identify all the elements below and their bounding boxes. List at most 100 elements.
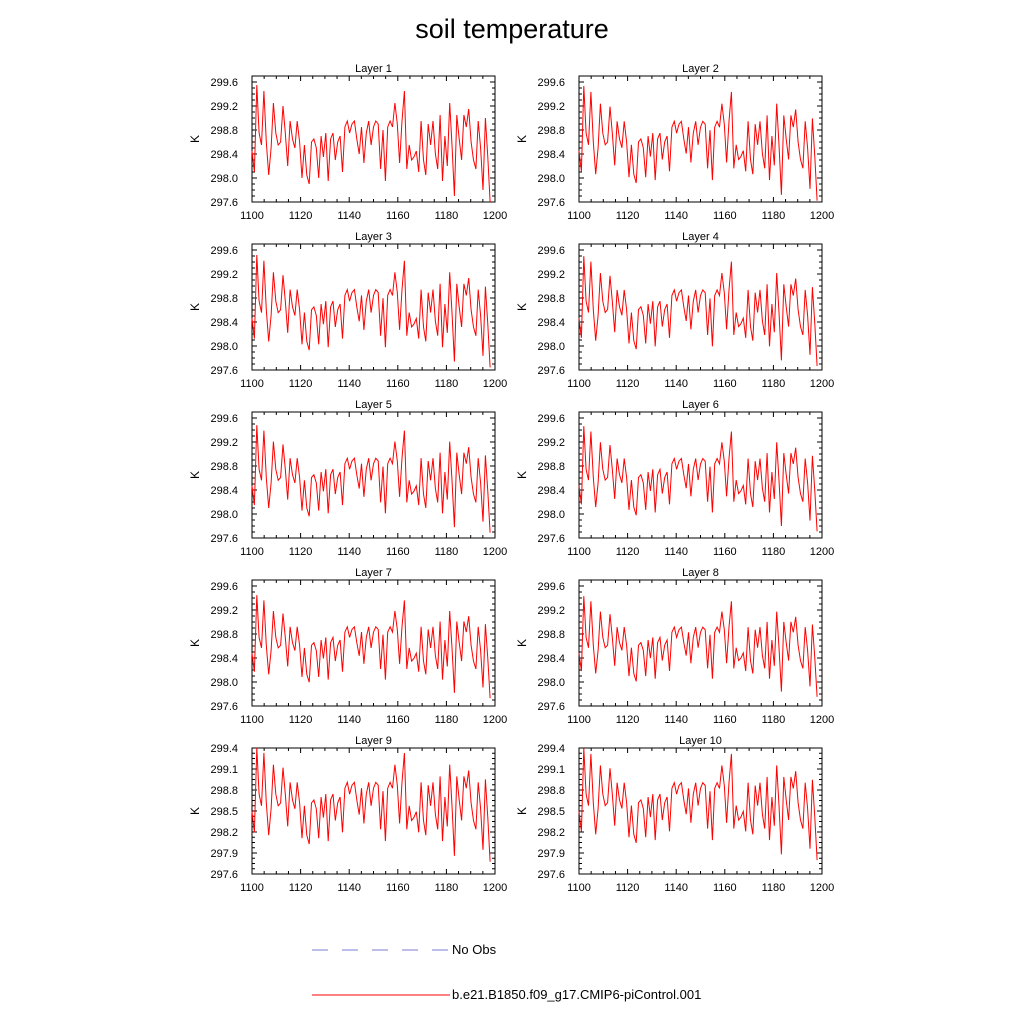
y-axis-label: K (515, 303, 529, 311)
y-tick-label: 298.0 (537, 341, 565, 353)
x-tick-label: 1100 (240, 714, 264, 726)
x-tick-label: 1140 (664, 210, 688, 222)
series-line (578, 256, 818, 367)
series-line (251, 254, 491, 368)
series-line (251, 84, 491, 203)
y-tick-label: 299.2 (210, 269, 238, 281)
x-tick-label: 1200 (810, 882, 834, 894)
panel-6: Layer 6 K 1100 1120 1140 1160 1180 1200 297.6 298… (515, 399, 834, 558)
x-tick-label: 1200 (483, 714, 507, 726)
figure-title: soil temperature (415, 14, 609, 44)
y-tick-label: 297.6 (210, 197, 238, 209)
y-tick-label: 298.0 (210, 509, 238, 521)
x-tick-label: 1160 (386, 882, 410, 894)
panel-2: Layer 2 K 1100 1120 1140 1160 1180 1200 297.6 298… (515, 63, 834, 222)
legend-label: No Obs (452, 942, 497, 957)
y-tick-label: 298.4 (537, 317, 565, 329)
x-tick-label: 1160 (386, 714, 410, 726)
x-tick-label: 1180 (762, 546, 786, 558)
x-tick-label: 1160 (713, 378, 737, 390)
y-tick-label: 297.6 (537, 701, 565, 713)
x-tick-label: 1140 (337, 210, 361, 222)
y-tick-label: 299.6 (537, 245, 565, 257)
plot-frame (578, 75, 823, 203)
y-tick-label: 299.2 (210, 101, 238, 113)
x-tick-label: 1100 (567, 882, 591, 894)
panel-3: Layer 3 K 1100 1120 1140 1160 1180 1200 297.6 298… (188, 231, 507, 390)
x-tick-label: 1200 (810, 714, 834, 726)
y-tick-label: 299.4 (210, 743, 238, 755)
x-tick-label: 1140 (664, 714, 688, 726)
y-tick-label: 299.1 (210, 764, 238, 776)
panel-8: Layer 8 K 1100 1120 1140 1160 1180 1200 297.6 298… (515, 567, 834, 726)
panel-title: Layer 2 (682, 63, 719, 75)
x-tick-label: 1180 (435, 546, 459, 558)
y-tick-label: 299.2 (537, 101, 565, 113)
x-tick-label: 1140 (664, 378, 688, 390)
y-tick-label: 298.4 (210, 485, 238, 497)
y-tick-label: 299.2 (210, 605, 238, 617)
x-tick-label: 1160 (386, 210, 410, 222)
y-axis-label: K (188, 639, 202, 647)
panel-4: Layer 4 K 1100 1120 1140 1160 1180 1200 297.6 298… (515, 231, 834, 390)
panel-title: Layer 1 (355, 63, 392, 75)
x-tick-label: 1160 (386, 546, 410, 558)
y-tick-label: 297.6 (210, 701, 238, 713)
y-axis-label: K (188, 303, 202, 311)
plot-frame (251, 243, 496, 371)
y-tick-label: 298.0 (537, 677, 565, 689)
panel-title: Layer 9 (355, 735, 392, 747)
x-tick-label: 1180 (762, 882, 786, 894)
x-tick-label: 1200 (810, 378, 834, 390)
plot-frame (578, 411, 823, 539)
y-tick-label: 297.6 (210, 365, 238, 377)
y-axis-label: K (188, 135, 202, 143)
x-tick-label: 1180 (435, 378, 459, 390)
x-tick-label: 1120 (616, 210, 640, 222)
x-tick-label: 1100 (240, 210, 264, 222)
plot-frame (251, 75, 496, 203)
y-tick-label: 297.6 (210, 533, 238, 545)
x-tick-label: 1120 (289, 882, 313, 894)
x-tick-label: 1160 (713, 882, 737, 894)
y-tick-label: 299.6 (537, 413, 565, 425)
y-axis-label: K (515, 135, 529, 143)
y-tick-label: 299.6 (537, 581, 565, 593)
y-tick-label: 298.8 (210, 125, 238, 137)
y-tick-label: 297.6 (537, 533, 565, 545)
y-tick-label: 299.2 (537, 437, 565, 449)
y-tick-label: 298.2 (210, 827, 238, 839)
y-tick-label: 298.0 (537, 173, 565, 185)
x-tick-label: 1120 (616, 378, 640, 390)
x-tick-label: 1180 (762, 210, 786, 222)
series-line (578, 748, 818, 861)
panel-title: Layer 10 (679, 735, 722, 747)
x-tick-label: 1120 (616, 546, 640, 558)
x-tick-label: 1140 (337, 546, 361, 558)
y-tick-label: 298.4 (537, 653, 565, 665)
panel-7: Layer 7 K 1100 1120 1140 1160 1180 1200 297.6 298… (188, 567, 507, 726)
plot-frame (578, 579, 823, 707)
y-tick-label: 298.0 (210, 341, 238, 353)
y-tick-label: 299.6 (210, 77, 238, 89)
x-tick-label: 1100 (567, 210, 591, 222)
y-axis-label: K (515, 471, 529, 479)
x-tick-label: 1180 (435, 210, 459, 222)
panel-title: Layer 8 (682, 567, 719, 579)
y-tick-label: 298.0 (210, 173, 238, 185)
x-tick-label: 1120 (289, 378, 313, 390)
y-axis-label: K (188, 807, 202, 815)
panel-9: Layer 9 K 1100 1120 1140 1160 1180 1200 297.6 297… (188, 735, 507, 894)
x-tick-label: 1200 (483, 210, 507, 222)
plot-frame (251, 579, 496, 707)
x-tick-label: 1200 (483, 378, 507, 390)
y-tick-label: 299.2 (537, 269, 565, 281)
x-tick-label: 1140 (337, 714, 361, 726)
y-tick-label: 298.8 (537, 125, 565, 137)
y-tick-label: 299.6 (537, 77, 565, 89)
panel-title: Layer 6 (682, 399, 719, 411)
legend: No Obs b.e21.B1850.f09_g17.CMIP6-piContro… (312, 942, 701, 1002)
x-tick-label: 1100 (567, 546, 591, 558)
y-tick-label: 299.1 (537, 764, 565, 776)
